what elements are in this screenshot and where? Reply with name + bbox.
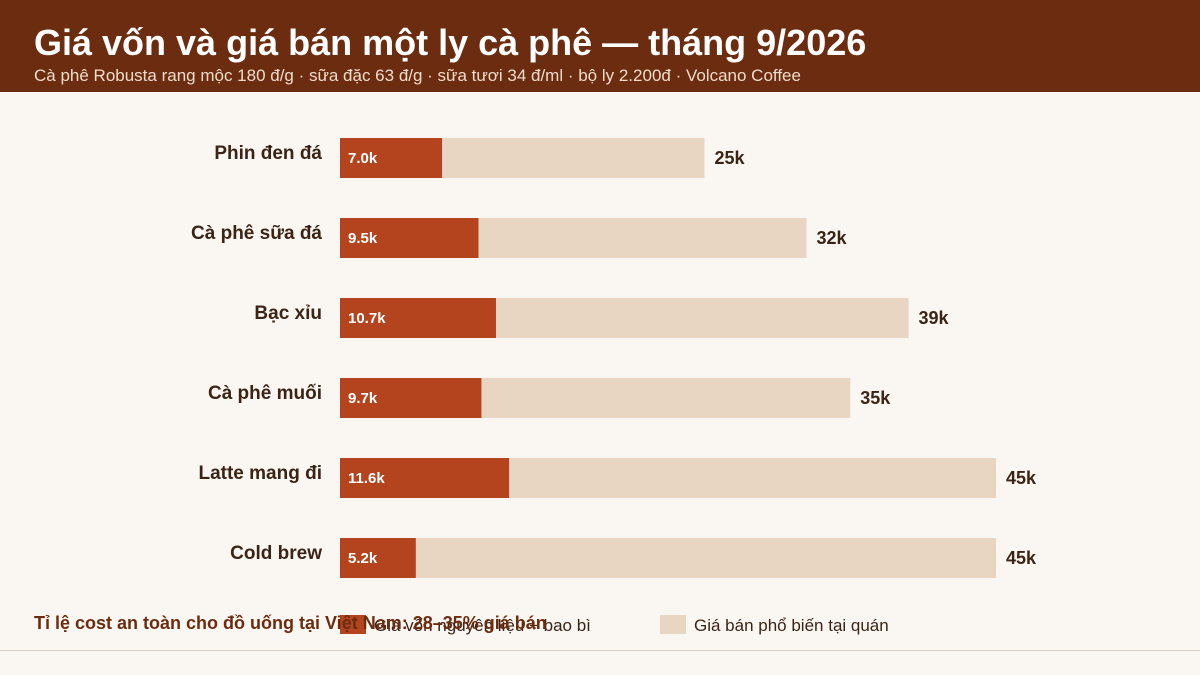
legend-swatch-cost <box>340 615 366 634</box>
category-label: Cold brew <box>230 543 322 564</box>
category-label: Cà phê muối <box>208 383 322 404</box>
cost-data-label: 7.0k <box>348 150 378 167</box>
chart-subtitle: Cà phê Robusta rang mộc 180 đ/g · sữa đặ… <box>34 66 801 85</box>
cost-data-label: 11.6k <box>348 470 385 487</box>
cost-bar <box>340 458 510 498</box>
footer-divider <box>0 650 1200 651</box>
price-data-label: 45k <box>1006 468 1037 488</box>
price-bar <box>340 538 996 578</box>
legend-swatch-price <box>660 615 686 634</box>
price-data-label: 35k <box>860 388 891 408</box>
legend-label-price: Giá bán phổ biến tại quán <box>694 616 889 635</box>
cost-data-label: 9.5k <box>348 230 378 247</box>
header-banner: Giá vốn và giá bán một ly cà phê — tháng… <box>0 0 1200 92</box>
cost-bar <box>340 298 496 338</box>
legend-label-cost: Giá vốn nguyên liệu + bao bì <box>374 616 591 635</box>
cost-bar <box>340 138 443 178</box>
category-label: Latte mang đi <box>198 463 322 484</box>
category-label: Cà phê sữa đá <box>191 223 322 244</box>
price-data-label: 45k <box>1006 548 1037 568</box>
price-data-label: 39k <box>919 308 950 328</box>
price-data-label: 32k <box>816 228 847 248</box>
cost-data-label: 10.7k <box>348 310 386 327</box>
cost-data-label: 5.2k <box>348 550 378 567</box>
category-label: Phin đen đá <box>214 143 322 164</box>
price-data-label: 25k <box>714 148 745 168</box>
cost-bar <box>340 218 479 258</box>
cost-ratio-note: Tỉ lệ cost an toàn cho đồ uống tại Việt … <box>34 613 547 633</box>
category-label: Bạc xỉu <box>254 303 322 324</box>
cost-bar <box>340 538 416 578</box>
cost-data-label: 9.7k <box>348 390 378 407</box>
cost-bar <box>340 378 482 418</box>
chart-title: Giá vốn và giá bán một ly cà phê — tháng… <box>34 22 867 63</box>
